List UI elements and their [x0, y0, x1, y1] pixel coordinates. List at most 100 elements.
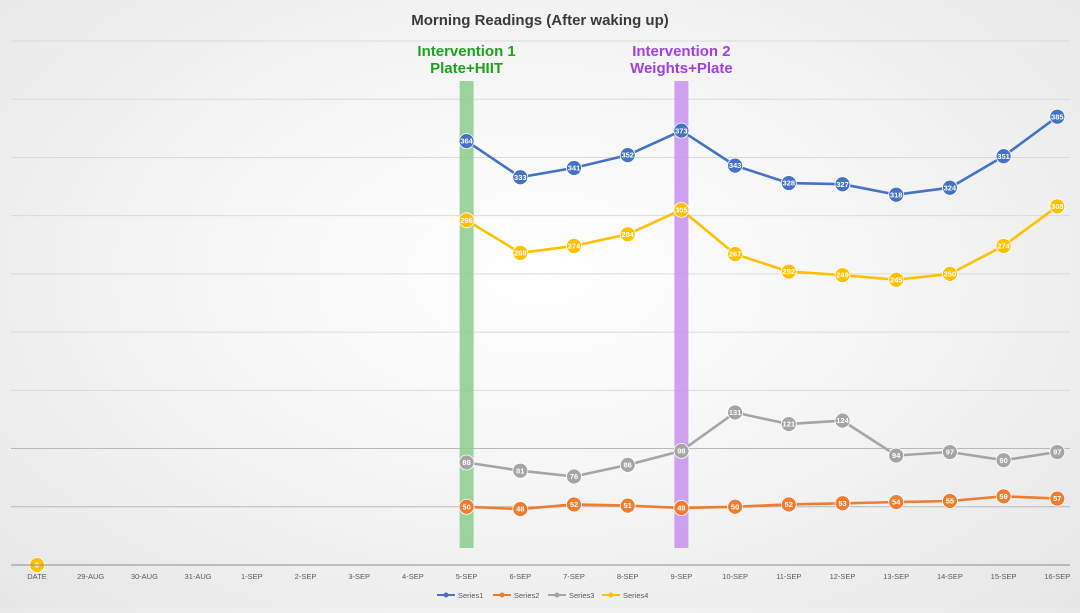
data-label: 328 [783, 179, 796, 188]
data-label: 76 [570, 472, 578, 481]
x-tick-label: 30-AUG [131, 572, 158, 581]
legend-label: Series4 [623, 591, 648, 600]
x-tick-label: 7-SEP [563, 572, 585, 581]
data-point [619, 456, 636, 473]
data-label: 364 [460, 137, 473, 146]
data-point [458, 454, 475, 471]
x-tick-label: 31-AUG [185, 572, 212, 581]
intervention-band [674, 81, 689, 548]
data-label: 54 [892, 498, 901, 507]
data-label: 343 [729, 161, 742, 170]
data-point [458, 133, 475, 150]
data-point [1049, 198, 1066, 215]
series-line [465, 205, 1059, 281]
data-point [512, 462, 529, 479]
data-point [727, 404, 743, 421]
data-point [780, 496, 797, 513]
data-label: 351 [997, 152, 1010, 161]
data-point [566, 496, 582, 513]
data-point [942, 444, 958, 460]
data-label: 250 [944, 269, 957, 278]
intervention-band [459, 81, 474, 548]
data-point [727, 246, 743, 262]
data-point [673, 442, 690, 459]
legend-swatch-marker [443, 592, 449, 598]
intervention-sublabel: Weights+Plate [630, 60, 733, 77]
series-line [466, 495, 1058, 511]
data-label: 296 [460, 216, 473, 225]
data-point [619, 497, 636, 514]
data-label: 94 [892, 451, 901, 460]
data-point [834, 267, 851, 283]
data-label: 324 [944, 183, 957, 192]
x-tick-label: 10-SEP [722, 572, 748, 581]
x-tick-label: 3-SEP [348, 572, 370, 581]
data-point [834, 412, 851, 429]
x-tick-label: 29-AUG [77, 572, 104, 581]
data-point [512, 169, 529, 186]
data-point [727, 498, 743, 515]
data-label: 305 [675, 205, 688, 214]
data-label: 318 [890, 190, 903, 199]
series-line [465, 115, 1059, 196]
x-tick-label: 12-SEP [830, 572, 856, 581]
grid-lines [11, 40, 1070, 508]
data-label: 385 [1051, 112, 1064, 121]
x-tick-label: 5-SEP [456, 572, 478, 581]
data-label: 55 [946, 497, 954, 506]
data-point [619, 226, 636, 243]
data-point [888, 271, 905, 288]
data-label: 51 [624, 501, 632, 510]
data-point [995, 238, 1012, 254]
data-label: 274 [568, 242, 581, 251]
x-tick-label: 4-SEP [402, 572, 424, 581]
data-label: 98 [677, 446, 685, 455]
series-Series4: 0296268274284305267252249245250274308 [29, 198, 1066, 573]
intervention-label: Intervention 2 [632, 43, 730, 60]
data-label: 245 [890, 275, 903, 284]
intervention-sublabel: Plate+HIIT [430, 60, 503, 77]
data-point [888, 494, 905, 511]
data-label: 90 [999, 456, 1007, 465]
data-label: 97 [1053, 448, 1061, 457]
data-label: 121 [783, 420, 796, 429]
data-point [834, 176, 851, 193]
data-point [942, 179, 958, 196]
data-point [1049, 490, 1066, 507]
data-point [566, 238, 582, 254]
data-point [458, 212, 475, 229]
data-point [566, 468, 582, 485]
data-point [995, 488, 1012, 505]
data-point [673, 201, 690, 218]
x-tick-label: 8-SEP [617, 572, 639, 581]
data-label: 268 [514, 249, 527, 258]
legend-label: Series3 [569, 591, 594, 600]
data-label: 50 [731, 502, 739, 511]
x-tick-label: 9-SEP [671, 572, 693, 581]
data-label: 53 [838, 499, 846, 508]
data-point [942, 265, 958, 282]
data-label: 124 [836, 416, 849, 425]
data-point [780, 175, 797, 191]
data-point [566, 160, 582, 176]
x-tick-label: 1-SEP [241, 572, 263, 581]
legend-swatch-marker [554, 592, 560, 598]
data-label: 88 [462, 458, 470, 467]
data-point [1049, 108, 1066, 125]
x-tick-label: 13-SEP [883, 572, 909, 581]
data-point [619, 147, 636, 164]
data-label: 49 [677, 504, 685, 513]
data-label: 52 [570, 500, 578, 509]
series-Series2: 50 48 52 51 49 50 52 53 54 55 59 57 [458, 488, 1066, 518]
data-point [780, 416, 797, 433]
legend-label: Series2 [514, 591, 539, 600]
x-tick-label: 6-SEP [509, 572, 531, 581]
data-point [995, 148, 1012, 165]
data-label: 81 [516, 466, 524, 475]
data-label: 50 [462, 502, 470, 511]
legend: Series1 Series2 Series3 Series4 [437, 591, 648, 600]
data-label: 48 [516, 505, 524, 514]
series-Series1: 364 333 341 352 373 343 328 327 318 324 351 385 [458, 108, 1066, 203]
